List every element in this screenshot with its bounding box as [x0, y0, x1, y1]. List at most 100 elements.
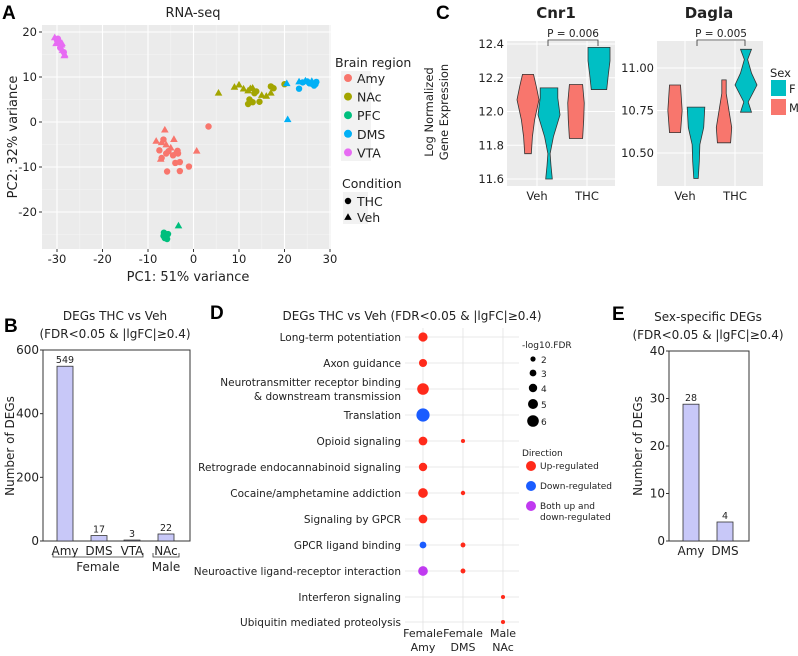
cnr1-x-tick-label: Veh: [526, 189, 547, 203]
pca-x-label: PC1: 51% variance: [127, 270, 250, 285]
legend-swatch-amy: [344, 74, 352, 82]
sex-legend-title: Sex: [770, 66, 791, 80]
cnr1-y-tick-label: 12.0: [478, 105, 504, 119]
dagla-violin-veh-f: [686, 106, 706, 179]
x-tick-label: -20: [93, 252, 112, 266]
data-point: [152, 137, 160, 144]
y-tick-label: -10: [18, 160, 37, 174]
legend-label-amy: Amy: [357, 71, 386, 86]
row-label: Translation: [343, 410, 401, 422]
y-tick-label: 10: [22, 70, 37, 84]
x-tick-label: -30: [48, 252, 67, 266]
violin-y-label-line1: Log Normalized: [422, 67, 436, 156]
direction-legend-dot: [526, 501, 536, 511]
data-point: [163, 150, 170, 157]
dagla-violin-veh-m: [667, 84, 683, 134]
row-label: Axon guidance: [323, 358, 401, 370]
dot-point: [500, 594, 506, 600]
sex-legend-swatch-f: [771, 80, 786, 96]
cnr1-comparison-bracket: [547, 39, 599, 46]
size-legend-label: 4: [541, 385, 547, 395]
bar-b-x-tick-label: VTA: [121, 544, 145, 558]
data-point: [156, 155, 165, 162]
data-point: [239, 84, 248, 92]
cnr1-violin-veh-m: [516, 73, 540, 155]
dagla-violin-thc-m: [715, 79, 733, 144]
data-point: [170, 135, 178, 142]
data-point: [301, 76, 310, 84]
bar-b-axes-frame: [42, 349, 191, 542]
bar-e-data-label: 4: [722, 511, 728, 522]
dot-point: [418, 332, 428, 342]
column-label: NAc: [492, 641, 514, 654]
bar-e-bar-amy: [682, 403, 700, 542]
bar-b-x-tick-label: DMS: [85, 544, 112, 558]
data-point: [256, 98, 263, 105]
data-point: [176, 167, 184, 175]
bar-e-subtitle: (FDR<0.05 & |lgFC|≥0.4): [632, 328, 783, 342]
dagla-comparison-bracket: [696, 39, 746, 46]
bar-b-y-label: Number of DEGs: [3, 396, 17, 496]
direction-legend-dot: [526, 481, 536, 491]
data-point: [246, 84, 255, 92]
data-point: [257, 91, 266, 98]
data-point: [262, 92, 271, 99]
cnr1-violin-thc-f: [587, 46, 611, 90]
dot-point: [418, 514, 428, 524]
dot-point: [418, 566, 428, 576]
data-point: [205, 123, 212, 130]
bar-b-x-tick-label: Amy: [52, 544, 79, 558]
size-legend-label: 2: [541, 356, 547, 366]
bar-b-y-tick-label: 400: [16, 407, 39, 421]
bar-e-y-tick-label: 10: [650, 487, 665, 501]
row-label: Interferon signaling: [298, 592, 401, 604]
group-female-label: Female: [76, 560, 119, 574]
bar-e-x-tick-label: DMS: [711, 544, 738, 558]
bar-e-y-tick-label: 0: [657, 534, 665, 548]
data-point: [160, 232, 167, 240]
data-point: [251, 90, 258, 97]
legend-title-condition: Condition: [342, 176, 402, 191]
row-label: Neurotransmitter receptor binding: [220, 377, 401, 389]
column-label: Female: [443, 627, 483, 640]
bar-e-y-tick-label: 20: [650, 439, 665, 453]
dot-title: DEGs THC vs Veh (FDR<0.05 & |lgFC|≥0.4): [282, 309, 541, 323]
bar-b-data-label: 549: [56, 355, 74, 366]
legend-swatch-nac: [344, 92, 352, 101]
dot-point: [417, 383, 429, 395]
dot-point: [418, 488, 428, 498]
data-point: [235, 80, 243, 88]
panel-label-b: B: [4, 316, 18, 337]
cnr1-y-tick-label: 12.2: [478, 71, 504, 85]
cnr1-violin-thc-m: [567, 84, 585, 139]
dot-point: [460, 438, 466, 444]
sex-legend-label-m: M: [789, 101, 798, 115]
row-label: & downstream transmission: [254, 391, 401, 403]
row-label: Neuroactive ligand-receptor interaction: [194, 566, 401, 578]
data-point: [166, 143, 175, 151]
size-legend-title: -log10.FDR: [522, 341, 572, 351]
size-legend-dot: [528, 383, 538, 393]
pca-plot-background: [42, 25, 331, 249]
data-point: [60, 51, 69, 59]
dagla-y-tick-label: 11.00: [621, 61, 654, 75]
bar-b-data-label: 3: [129, 529, 135, 540]
size-legend-label: 5: [541, 401, 547, 411]
data-point: [214, 88, 223, 96]
legend-swatch-vta: [344, 148, 352, 157]
data-point: [308, 77, 316, 84]
data-point: [270, 85, 277, 92]
sex-legend-swatch-m: [771, 99, 786, 115]
column-label: Female: [403, 627, 443, 640]
row-label: Ubiquitin mediated proteolysis: [240, 617, 401, 629]
data-point: [58, 39, 66, 47]
legend-shape-circle: [344, 197, 352, 205]
direction-legend-title: Direction: [522, 449, 563, 459]
column-label: Amy: [411, 641, 436, 654]
bar-b-title: DEGs THC vs Veh: [63, 309, 167, 323]
cnr1-title: Cnr1: [536, 4, 576, 22]
dot-point: [418, 358, 428, 368]
dot-point: [460, 568, 466, 574]
bar-e-data-label: 28: [685, 393, 697, 404]
data-point: [156, 147, 163, 154]
